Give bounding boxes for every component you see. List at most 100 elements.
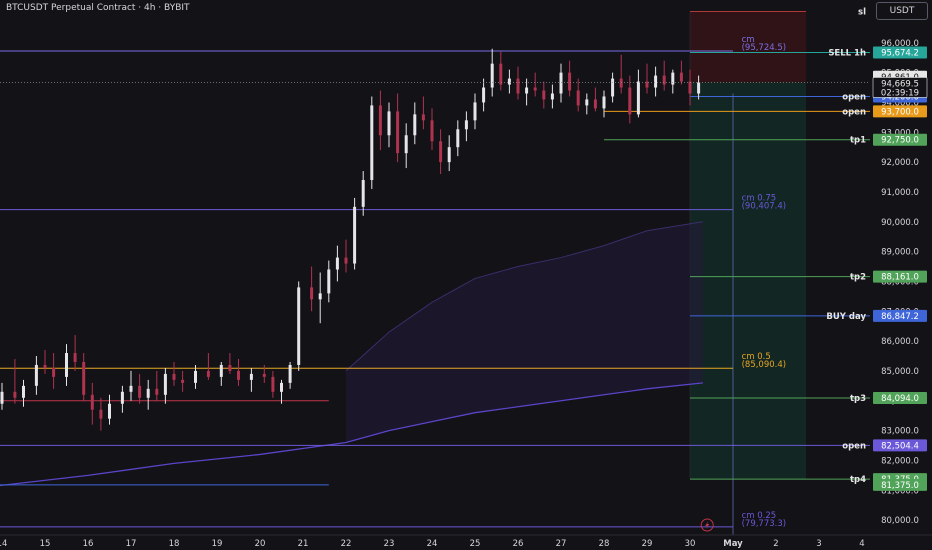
level-label-13: cm 0.25: [742, 511, 777, 521]
x-tick-17: May: [723, 539, 743, 549]
time-axis-background: [0, 535, 932, 550]
candle-body-29: [280, 382, 283, 392]
bar-countdown: 02:39:19: [881, 88, 919, 98]
candle-body-46: [430, 120, 434, 142]
candle-body-60: [550, 93, 554, 100]
candle-body-24: [228, 364, 232, 371]
candle-body-20: [181, 379, 185, 383]
level-label-4: open: [842, 107, 866, 117]
candle-body-72: [654, 75, 658, 88]
candle-body-50: [464, 120, 468, 130]
axis-price-text-5: 92,750.0: [881, 136, 919, 146]
reward-zone: [690, 82, 807, 480]
candle-body-10: [90, 394, 94, 410]
axis-extra-tag-0: [873, 478, 927, 491]
candle-body-31: [297, 287, 301, 365]
axis-price-tag-4: [873, 105, 927, 118]
candle-body-39: [370, 105, 374, 181]
candle-body-65: [593, 99, 597, 109]
candle-body-28: [271, 376, 275, 392]
level-price-9: (85,090.4): [742, 360, 786, 370]
axis-price-tag-5: [873, 133, 927, 146]
candle-body-8: [73, 353, 77, 362]
candle-body-21: [194, 370, 197, 383]
candle-body-69: [628, 87, 632, 115]
candle-body-30: [288, 364, 292, 383]
axis-price-text-11: 82,504.4: [881, 441, 919, 451]
y-tick-7: 89,000.0: [881, 248, 919, 258]
candle-body-55: [507, 78, 511, 85]
candle-body-2: [13, 391, 17, 398]
candle-body-6: [52, 367, 56, 377]
x-tick-7: 21: [298, 539, 309, 549]
candle-body-58: [533, 87, 537, 91]
y-tick-14: 82,000.0: [881, 456, 919, 466]
y-tick-5: 91,000.0: [881, 188, 919, 198]
axis-price-text-7: 88,161.0: [881, 273, 919, 283]
candle-body-77: [697, 82, 701, 94]
candle-body-40: [378, 105, 382, 136]
candle-body-34: [327, 269, 331, 294]
candle-body-71: [645, 81, 649, 88]
axis-price-tag-11: [873, 439, 927, 452]
x-tick-2: 16: [83, 539, 94, 549]
x-tick-3: 17: [126, 539, 137, 549]
candle-body-61: [559, 72, 563, 94]
candle-body-56: [516, 78, 520, 94]
candle-body-15: [138, 385, 142, 398]
candle-body-41: [387, 111, 391, 136]
x-tick-8: 22: [341, 539, 352, 549]
candle-body-9: [82, 361, 86, 395]
candle-body-25: [237, 370, 240, 380]
candle-body-68: [619, 78, 623, 88]
candle-body-4: [34, 364, 38, 386]
vwap-band-fill: [346, 221, 703, 443]
candle-body-38: [361, 180, 365, 207]
level-label-1: cm: [742, 35, 755, 45]
level-label-6: cm 0.75: [742, 194, 777, 204]
candle-body-57: [525, 87, 529, 94]
x-tick-12: 26: [513, 539, 524, 549]
level-price-6: (90,407.4): [742, 202, 786, 212]
currency-unit-button[interactable]: USDT: [876, 2, 928, 20]
x-tick-1: 15: [40, 539, 51, 549]
level-label-3: open: [842, 92, 866, 102]
candle-body-66: [602, 96, 606, 109]
y-tick-0: 96,000.0: [881, 39, 919, 49]
level-label-0: sl: [858, 7, 866, 17]
candle-body-70: [636, 81, 640, 115]
x-tick-13: 27: [556, 539, 567, 549]
candle-body-18: [163, 373, 167, 395]
axis-price-text-4: 93,700.0: [881, 107, 919, 117]
candle-body-26: [249, 373, 253, 380]
level-label-11: open: [842, 441, 866, 451]
level-label-9: cm 0.5: [742, 352, 771, 362]
x-tick-6: 20: [255, 539, 266, 549]
candle-body-14: [129, 385, 133, 392]
candle-body-64: [585, 99, 589, 106]
candle-body-3: [22, 385, 25, 398]
vwap-upper-line: [345, 221, 703, 372]
level-label-10: tp3: [850, 394, 866, 404]
candle-body-62: [568, 72, 572, 91]
candle-body-33: [318, 293, 322, 300]
axis-extra-text-0: 81,375.0: [881, 481, 919, 491]
candle-body-49: [456, 129, 460, 148]
level-label-12: tp4: [850, 475, 866, 485]
x-tick-11: 25: [470, 539, 481, 549]
current-price-tag: [872, 77, 928, 98]
level-label-2: SELL 1h: [828, 48, 866, 58]
x-tick-0: 14: [0, 539, 7, 549]
y-tick-10: 86,000.0: [881, 337, 919, 347]
candle-body-17: [155, 388, 159, 395]
candle-body-45: [421, 114, 425, 121]
level-price-1: (95,724.5): [742, 43, 786, 53]
candle-body-42: [396, 111, 400, 154]
candle-body-27: [262, 373, 266, 377]
level-price-13: (79,773.3): [742, 519, 786, 529]
candle-body-12: [108, 403, 111, 419]
risk-zone: [690, 11, 807, 83]
candle-body-47: [439, 141, 443, 163]
axis-price-text-2: 95,674.2: [881, 48, 919, 58]
